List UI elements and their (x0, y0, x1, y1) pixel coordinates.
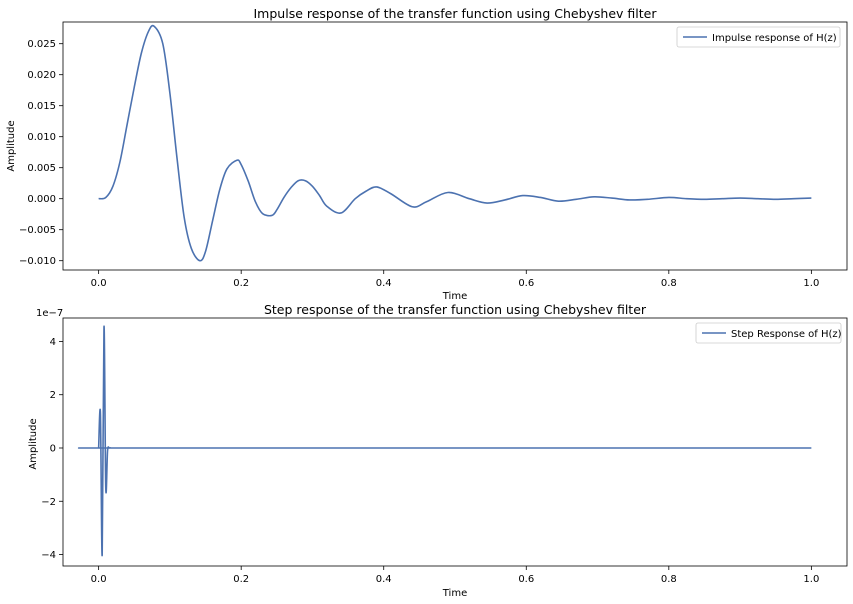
series-line (98, 24, 812, 262)
legend: Impulse response of H(z) (676, 26, 841, 48)
x-axis-label: Time (442, 588, 467, 599)
y-tick-label: −4 (41, 550, 56, 561)
y-tick-label: −0.005 (19, 225, 56, 236)
y-tick-label: 0.005 (27, 163, 56, 174)
x-tick-label: 0.6 (518, 574, 534, 585)
y-tick-label: 0.015 (27, 101, 56, 112)
x-tick-label: 0.8 (661, 278, 677, 289)
y-tick-label: 0 (50, 443, 56, 454)
y-axis-label: Amplitude (6, 120, 17, 171)
x-tick-label: 0.2 (233, 574, 249, 585)
y-tick-label: −2 (41, 497, 56, 508)
legend-box (695, 322, 842, 344)
y-tick-label: 0.010 (27, 132, 56, 143)
y-tick-label: 4 (50, 337, 56, 348)
y-axis-label: Amplitude (28, 418, 39, 469)
y-tick-label: 0.020 (27, 70, 56, 81)
x-tick-label: 1.0 (803, 278, 819, 289)
step-response-chart: Step response of the transfer function u… (28, 302, 848, 599)
y-axis-scale-label: 1e−7 (36, 308, 63, 319)
legend-label: Step Response of H(z) (731, 329, 842, 340)
y-tick-label: 0.025 (27, 39, 56, 50)
x-tick-label: 0.6 (518, 278, 534, 289)
x-tick-label: 0.0 (91, 574, 107, 585)
x-axis-label: Time (442, 291, 467, 302)
plot-frame (62, 21, 848, 271)
legend-box (676, 26, 841, 48)
y-tick-label: 2 (50, 390, 56, 401)
chart-title: Step response of the transfer function u… (264, 302, 647, 317)
legend: Step Response of H(z) (695, 322, 842, 344)
y-tick-label: 0.000 (27, 194, 56, 205)
impulse-response-chart: Impulse response of the transfer functio… (6, 6, 848, 302)
x-tick-label: 0.4 (376, 278, 392, 289)
plot-frame (62, 317, 848, 567)
legend-label: Impulse response of H(z) (712, 33, 837, 44)
x-tick-label: 0.4 (376, 574, 392, 585)
x-tick-label: 0.0 (91, 278, 107, 289)
series-line (78, 325, 812, 557)
x-tick-label: 0.8 (661, 574, 677, 585)
x-tick-label: 1.0 (803, 574, 819, 585)
x-tick-label: 0.2 (233, 278, 249, 289)
y-tick-label: −0.010 (19, 256, 56, 267)
chart-title: Impulse response of the transfer functio… (254, 6, 658, 21)
